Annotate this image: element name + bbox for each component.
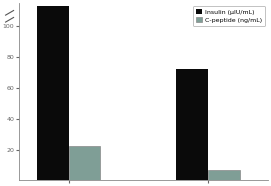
Bar — [176, 69, 208, 180]
Bar — [208, 170, 240, 180]
Legend: Insulin (μIU/mL), C-peptide (ng/mL): Insulin (μIU/mL), C-peptide (ng/mL) — [193, 6, 265, 26]
Bar — [69, 146, 101, 180]
Bar — [37, 6, 69, 180]
